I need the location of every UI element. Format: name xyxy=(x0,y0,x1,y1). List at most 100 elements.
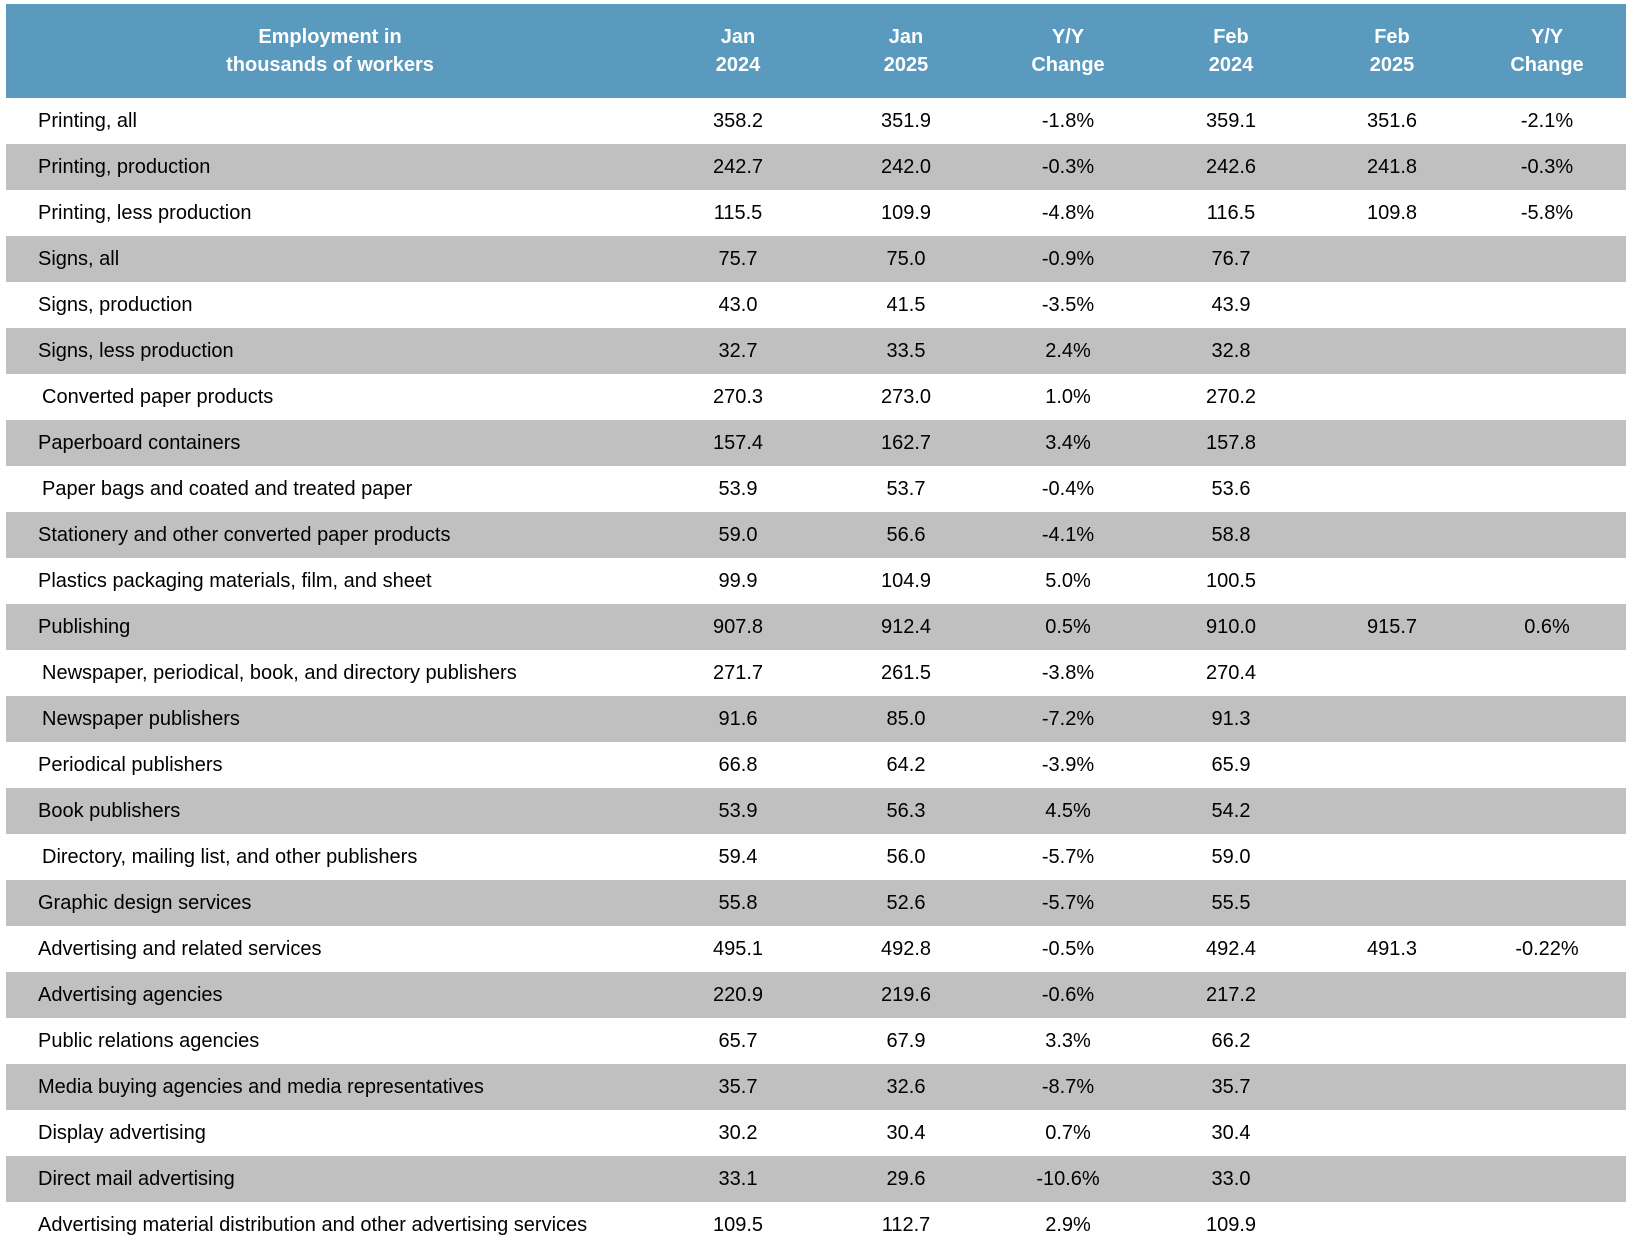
value-cell xyxy=(1316,374,1468,420)
value-cell: 75.7 xyxy=(654,236,822,282)
value-cell xyxy=(1468,328,1626,374)
value-cell xyxy=(1316,834,1468,880)
row-label: Converted paper products xyxy=(42,385,274,408)
row-label: Stationery and other converted paper pro… xyxy=(6,512,654,558)
value-cell xyxy=(1316,282,1468,328)
row-label: Signs, all xyxy=(6,236,654,282)
row-label: Publishing xyxy=(6,604,654,650)
value-cell: -4.8% xyxy=(1041,201,1095,224)
table-header: Employment in thousands of workers Jan 20… xyxy=(6,4,1626,98)
value-cell: 115.5 xyxy=(713,201,763,224)
value-cell: 59.4 xyxy=(718,845,758,868)
value-cell xyxy=(1468,282,1626,328)
value-cell: 58.8 xyxy=(1146,512,1316,558)
row-label: Printing, less production xyxy=(38,201,252,224)
value-cell: -5.7% xyxy=(990,880,1146,926)
value-cell xyxy=(1316,650,1468,696)
row-label: Printing, all xyxy=(38,109,137,132)
value-cell: 2.9% xyxy=(1045,1213,1091,1236)
value-cell xyxy=(1316,1064,1468,1110)
value-cell xyxy=(1468,1110,1626,1156)
value-cell xyxy=(1468,788,1626,834)
employment-table: Employment in thousands of workers Jan 20… xyxy=(6,4,1626,1248)
row-label: Book publishers xyxy=(6,788,654,834)
value-cell: -3.8% xyxy=(1041,661,1095,684)
header-cell: Y/Y Change xyxy=(990,4,1146,98)
table-row: Newspaper publishers 91.6 85.0 -7.2% 91.3 xyxy=(6,696,1626,742)
value-cell: 76.7 xyxy=(1146,236,1316,282)
value-cell: 271.7 xyxy=(712,661,764,684)
header-cell: Feb 2024 xyxy=(1146,4,1316,98)
table-row: Paper bags and coated and treated paper 5… xyxy=(6,466,1626,512)
value-cell: 5.0% xyxy=(1045,569,1091,592)
value-cell xyxy=(1468,650,1626,696)
row-label: Advertising agencies xyxy=(6,972,654,1018)
value-cell: 64.2 xyxy=(886,753,926,776)
value-cell: 56.3 xyxy=(822,788,990,834)
table-row: Public relations agencies 65.7 67.9 3.3% 66.… xyxy=(6,1018,1626,1064)
table-row: Advertising agencies 220.9 219.6 -0.6% 217.2 xyxy=(6,972,1626,1018)
value-cell: -5.8% xyxy=(1520,201,1574,224)
row-label: Directory, mailing list, and other publi… xyxy=(42,845,418,868)
value-cell xyxy=(1468,834,1626,880)
value-cell: 0.7% xyxy=(1045,1121,1091,1144)
value-cell: 53.6 xyxy=(1211,477,1251,500)
value-cell: 3.3% xyxy=(1045,1029,1091,1052)
value-cell: 242.7 xyxy=(654,144,822,190)
value-cell: 43.0 xyxy=(718,293,758,316)
value-cell: 219.6 xyxy=(822,972,990,1018)
value-cell: 157.4 xyxy=(654,420,822,466)
row-label: Graphic design services xyxy=(6,880,654,926)
row-label: Printing, production xyxy=(6,144,654,190)
table-row: Directory, mailing list, and other publi… xyxy=(6,834,1626,880)
value-cell xyxy=(1316,558,1468,604)
value-cell: 109.5 xyxy=(712,1213,764,1236)
value-cell xyxy=(1316,880,1468,926)
value-cell: 32.7 xyxy=(654,328,822,374)
value-cell: -1.8% xyxy=(1041,109,1095,132)
value-cell: -0.22% xyxy=(1515,937,1579,960)
value-cell: 4.5% xyxy=(990,788,1146,834)
value-cell xyxy=(1468,558,1626,604)
table-row: Direct mail advertising 33.1 29.6 -10.6% 33.… xyxy=(6,1156,1626,1202)
table-row: Paperboard containers 157.4 162.7 3.4% 157.8 xyxy=(6,420,1626,466)
header-cell: Y/Y Change xyxy=(1468,4,1626,98)
value-cell: 1.0% xyxy=(1045,385,1091,408)
row-label: Newspaper, periodical, book, and directo… xyxy=(42,661,517,684)
value-cell: 35.7 xyxy=(654,1064,822,1110)
header-cell: Jan 2025 xyxy=(822,4,990,98)
value-cell: -0.9% xyxy=(990,236,1146,282)
value-cell: 162.7 xyxy=(822,420,990,466)
value-cell: 270.4 xyxy=(1205,661,1257,684)
value-cell: -5.7% xyxy=(1041,845,1095,868)
value-cell: 242.0 xyxy=(822,144,990,190)
value-cell: -8.7% xyxy=(990,1064,1146,1110)
table-row: Display advertising 30.2 30.4 0.7% 30.4 xyxy=(6,1110,1626,1156)
value-cell: 358.2 xyxy=(712,109,764,132)
value-cell: 241.8 xyxy=(1316,144,1468,190)
value-cell: 67.9 xyxy=(886,1029,926,1052)
table-row: Media buying agencies and media represen… xyxy=(6,1064,1626,1110)
row-label: Direct mail advertising xyxy=(6,1156,654,1202)
value-cell: 109.9 xyxy=(1205,1213,1257,1236)
value-cell: 912.4 xyxy=(822,604,990,650)
value-cell: 66.2 xyxy=(1211,1029,1251,1052)
value-cell: 30.2 xyxy=(718,1121,758,1144)
value-cell: 32.8 xyxy=(1146,328,1316,374)
value-cell: 100.5 xyxy=(1205,569,1257,592)
value-cell: 112.7 xyxy=(881,1213,931,1236)
value-cell: -0.3% xyxy=(990,144,1146,190)
table-row: Periodical publishers 66.8 64.2 -3.9% 65.9 xyxy=(6,742,1626,788)
value-cell: 109.8 xyxy=(1366,201,1418,224)
value-cell: 351.6 xyxy=(1366,109,1418,132)
value-cell: 56.0 xyxy=(886,845,926,868)
value-cell xyxy=(1468,236,1626,282)
table-row: Converted paper products 270.3 273.0 1.0% 27… xyxy=(6,374,1626,420)
value-cell xyxy=(1316,788,1468,834)
value-cell: 52.6 xyxy=(822,880,990,926)
value-cell xyxy=(1316,1156,1468,1202)
table-row: Graphic design services 55.8 52.6 -5.7% 55.5 xyxy=(6,880,1626,926)
value-cell xyxy=(1468,880,1626,926)
value-cell: 99.9 xyxy=(718,569,758,592)
value-cell: 59.0 xyxy=(654,512,822,558)
